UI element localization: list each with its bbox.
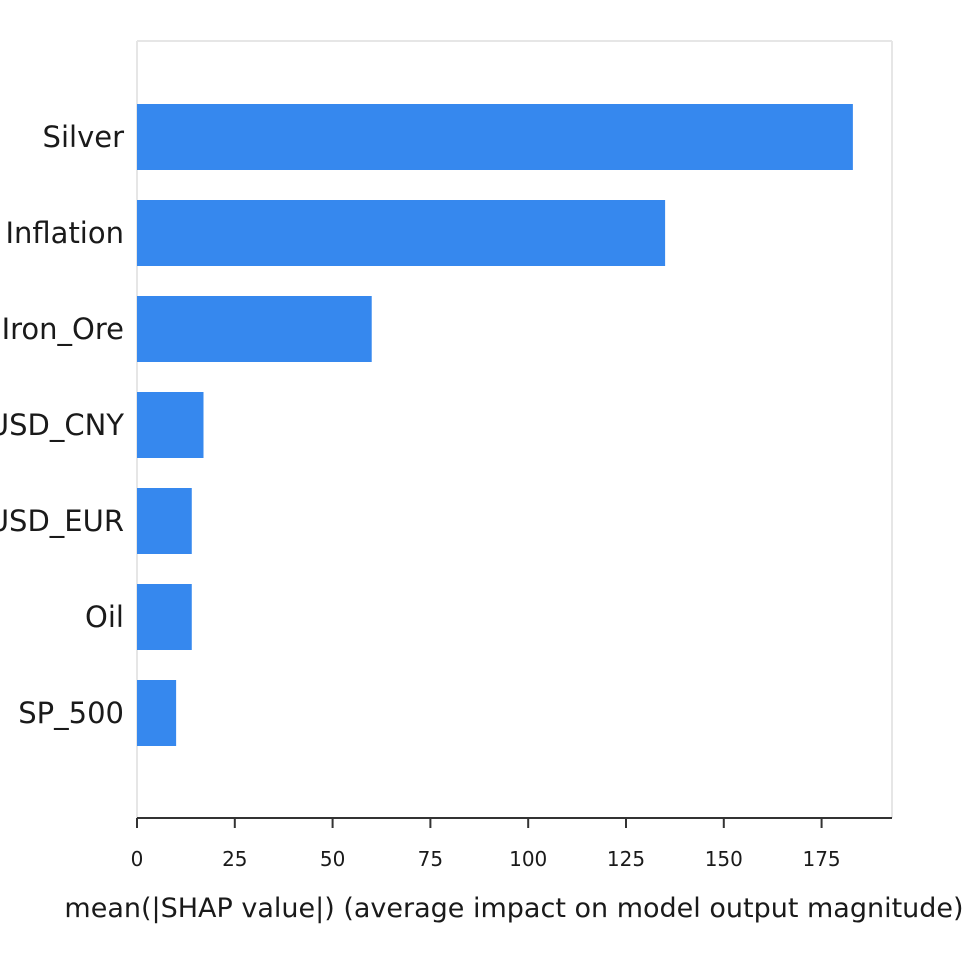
category-label-iron-ore: Iron_Ore	[2, 312, 124, 346]
x-tick-label: 75	[418, 847, 443, 871]
x-tick-label: 175	[802, 847, 840, 871]
bar-usd-eur	[137, 488, 192, 554]
category-label-usd-eur: USD_EUR	[0, 504, 124, 538]
bar-sp-500	[137, 680, 177, 746]
category-label-inflation: Inflation	[5, 216, 124, 250]
bar-inflation	[137, 200, 666, 266]
bar-oil	[137, 584, 192, 650]
category-labels: Silver Inflation Iron_Ore USD_CNY USD_EUR Oil…	[0, 120, 124, 730]
category-label-oil: Oil	[85, 600, 124, 634]
category-label-usd-cny: USD_CNY	[0, 408, 124, 442]
x-axis-title: mean(|SHAP value|) (average impact on mo…	[64, 893, 963, 924]
bar-iron-ore	[137, 296, 372, 362]
x-tick-label: 50	[320, 847, 345, 871]
bar-silver	[137, 104, 853, 170]
x-tick-label: 0	[131, 847, 144, 871]
x-tick-label: 25	[222, 847, 247, 871]
category-label-silver: Silver	[43, 120, 125, 154]
category-label-sp-500: SP_500	[18, 696, 124, 730]
x-ticks: 0 25 50 75 100 125 150 175	[131, 818, 841, 871]
bars-group	[137, 104, 853, 746]
x-tick-label: 125	[607, 847, 645, 871]
x-tick-label: 150	[705, 847, 743, 871]
bar-usd-cny	[137, 392, 204, 458]
x-tick-label: 100	[509, 847, 547, 871]
